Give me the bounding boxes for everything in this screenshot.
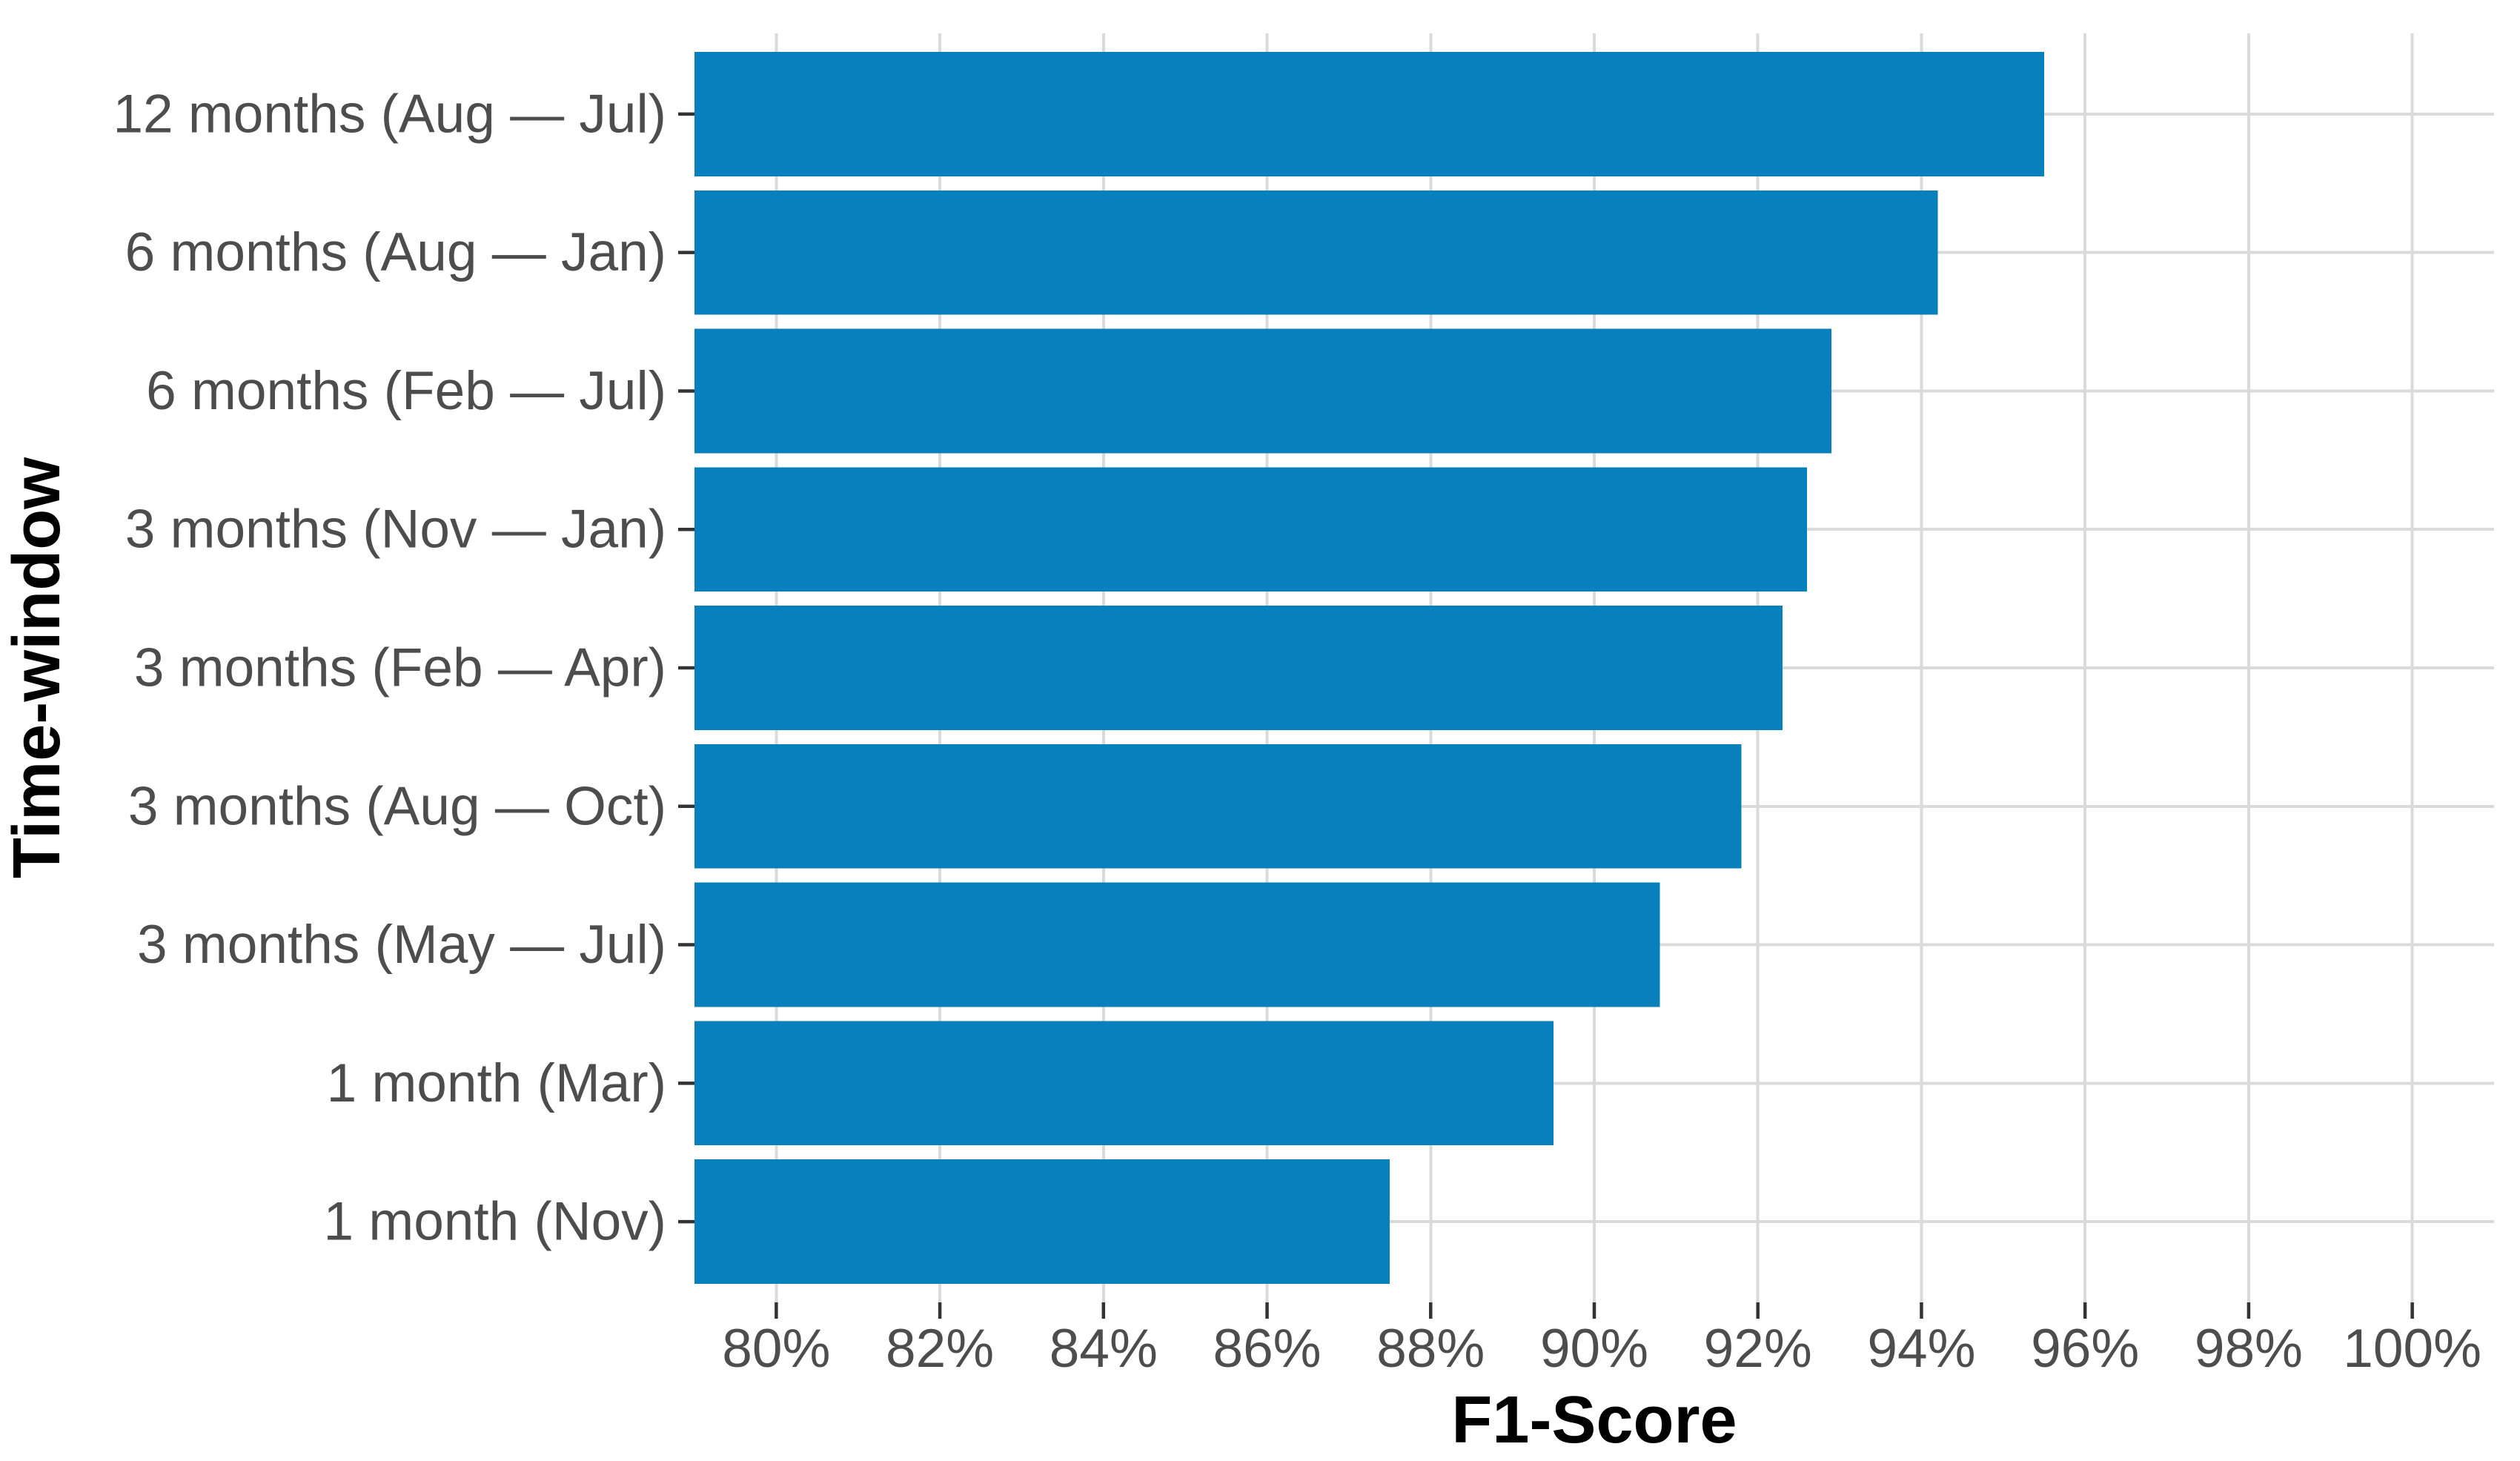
y-category-label-row-3: 6 months (Feb — Jul) [146,361,666,421]
x-tick-label-84%: 84% [1050,1319,1158,1379]
bar-8 [694,1021,1554,1146]
y-category-label-row-8: 1 month (Mar) [327,1053,666,1113]
bar-1 [694,52,2044,176]
x-axis-title: F1-Score [1451,1383,1737,1457]
y-category-label-row-6: 3 months (Aug — Oct) [128,776,666,836]
y-category-label-row-7: 3 months (May — Jul) [137,915,666,975]
x-tick-label-92%: 92% [1704,1319,1812,1379]
bar-7 [694,882,1660,1007]
x-tick-label-80%: 80% [722,1319,830,1379]
y-category-label-row-4: 3 months (Nov — Jan) [125,500,666,560]
x-tick-label-94%: 94% [1867,1319,1975,1379]
y-category-label-row-9: 1 month (Nov) [324,1192,667,1252]
bar-3 [694,328,1832,454]
y-axis-ticks [678,112,694,1224]
y-axis-title: Time-window [0,457,74,878]
y-category-label-row-5: 3 months (Feb — Apr) [134,638,666,698]
x-tick-label-96%: 96% [2031,1319,2139,1379]
y-category-label-row-1: 12 months (Aug — Jul) [113,84,666,144]
bars-group [694,52,2044,1284]
x-tick-label-100%: 100% [2343,1319,2481,1379]
bar-2 [694,190,1938,315]
x-tick-label-98%: 98% [2195,1319,2303,1379]
x-axis-tick-labels: 80% 82% 84% 86% 88% 90% 92% 94% 96% 98% 100% [722,1319,2481,1379]
y-category-label-row-2: 6 months (Aug — Jan) [125,222,666,282]
y-axis-category-labels: 12 months (Aug — Jul) 6 months (Aug — Jan… [113,84,666,1251]
x-axis-ticks [775,1302,2414,1319]
bar-9 [694,1159,1390,1284]
bar-4 [694,467,1807,592]
x-tick-label-88%: 88% [1376,1319,1485,1379]
x-tick-label-86%: 86% [1213,1319,1321,1379]
x-tick-label-90%: 90% [1540,1319,1648,1379]
x-tick-label-82%: 82% [886,1319,994,1379]
bar-6 [694,743,1742,869]
bar-5 [694,606,1783,730]
